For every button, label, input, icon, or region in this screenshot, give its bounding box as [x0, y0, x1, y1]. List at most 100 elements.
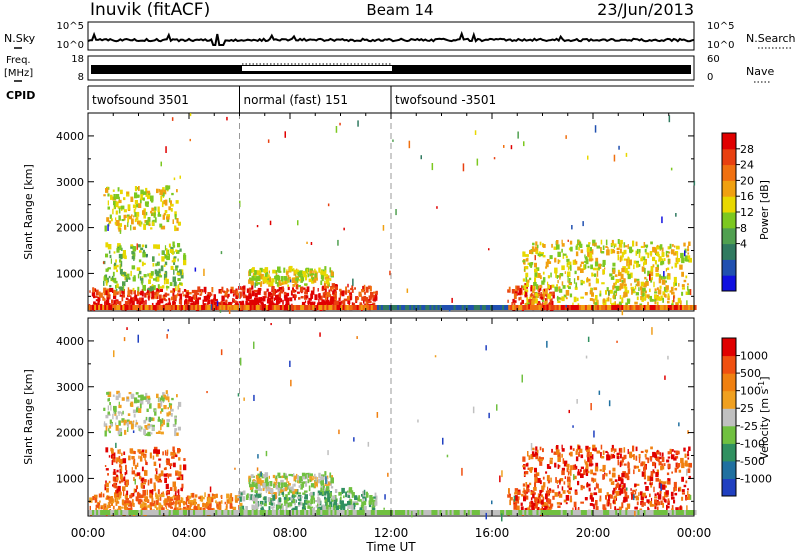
echo-cell	[556, 284, 558, 287]
echo-cell	[679, 505, 682, 510]
echo-cell	[534, 262, 537, 268]
echo-cell	[588, 457, 593, 464]
sparse-echo	[546, 340, 548, 348]
ground-scatter-cell	[453, 510, 457, 515]
echo-cell	[119, 286, 124, 291]
ground-scatter-cell	[595, 305, 598, 310]
ground-scatter-cell	[322, 510, 325, 515]
echo-cell	[554, 492, 558, 497]
echo-cell	[322, 485, 325, 491]
echo-cell	[567, 275, 569, 282]
echo-cell	[164, 210, 168, 214]
echo-cell	[264, 472, 269, 478]
echo-cell	[157, 284, 160, 290]
echo-cell	[138, 451, 142, 454]
echo-cell	[635, 262, 639, 268]
echo-cell	[132, 492, 135, 497]
echo-cell	[522, 465, 526, 468]
echo-cell	[656, 287, 659, 291]
echo-cell	[525, 277, 528, 282]
echo-cell	[177, 500, 181, 503]
echo-cell	[257, 493, 261, 498]
echo-cell	[161, 256, 165, 262]
echo-cell	[147, 504, 150, 508]
echo-cell	[179, 476, 182, 480]
echo-cell	[172, 245, 176, 248]
echo-cell	[186, 292, 189, 295]
echo-cell	[112, 394, 115, 397]
echo-cell	[627, 473, 629, 477]
echo-cell	[325, 274, 328, 279]
echo-cell	[155, 475, 160, 482]
echo-cell	[331, 498, 335, 502]
echo-cell	[622, 266, 626, 270]
echo-cell	[654, 499, 657, 504]
ground-scatter-cell	[334, 510, 337, 515]
ground-scatter-cell	[205, 305, 208, 310]
echo-cell	[133, 488, 136, 494]
echo-cell	[177, 284, 180, 291]
echo-cell	[328, 289, 330, 294]
echo-cell	[277, 490, 280, 495]
echo-cell	[143, 506, 146, 510]
echo-cell	[142, 250, 145, 254]
echo-cell	[656, 501, 661, 506]
echo-cell	[272, 269, 276, 274]
sparse-echo	[179, 175, 181, 179]
echo-cell	[299, 502, 303, 506]
ground-scatter-cell	[193, 510, 196, 515]
echo-cell	[553, 246, 558, 250]
echo-cell	[671, 454, 675, 460]
echo-cell	[274, 482, 278, 488]
ground-scatter-cell	[657, 510, 661, 515]
echo-cell	[324, 496, 327, 500]
echo-cell	[631, 454, 633, 458]
echo-cell	[130, 450, 134, 454]
echo-cell	[191, 492, 195, 498]
ground-scatter-cell	[526, 305, 529, 310]
echo-cell	[116, 469, 119, 473]
echo-cell	[151, 207, 155, 211]
echo-cell	[548, 294, 552, 300]
ground-scatter-cell	[673, 510, 677, 515]
echo-cell	[566, 258, 570, 263]
ground-scatter-cell	[667, 305, 671, 310]
ground-scatter-cell	[609, 305, 612, 310]
ground-scatter-cell	[601, 305, 604, 310]
echo-cell	[669, 290, 672, 293]
echo-cell	[325, 299, 327, 304]
ground-scatter-cell	[479, 510, 483, 515]
echo-cell	[115, 494, 118, 497]
echo-cell	[656, 251, 660, 256]
echo-cell	[183, 253, 186, 256]
echo-cell	[155, 302, 160, 306]
echo-cell	[269, 281, 274, 286]
echo-cell	[621, 502, 624, 509]
echo-cell	[627, 263, 631, 270]
freq-tick-top: 18	[71, 54, 84, 65]
echo-cell	[164, 292, 168, 298]
velocity-colorbar-label-sup: -1	[757, 381, 766, 389]
echo-cell	[658, 277, 662, 284]
echo-cell	[314, 294, 318, 301]
echo-cell	[127, 500, 132, 507]
echo-cell	[249, 269, 252, 274]
sparse-echo	[446, 454, 449, 458]
echo-cell	[611, 444, 614, 451]
echo-cell	[123, 419, 126, 426]
echo-cell	[532, 502, 536, 507]
echo-cell	[199, 293, 202, 296]
ground-scatter-cell	[528, 510, 531, 515]
echo-cell	[127, 204, 131, 210]
echo-cell	[278, 287, 283, 292]
echo-cell	[121, 219, 125, 222]
echo-cell	[522, 260, 526, 263]
echo-cell	[268, 297, 271, 303]
echo-cell	[640, 290, 644, 296]
cpid-segment-label: twofsound 3501	[92, 93, 189, 107]
ground-scatter-cell	[130, 510, 133, 515]
echo-cell	[606, 287, 609, 292]
echo-cell	[580, 268, 584, 273]
echo-cell	[166, 451, 168, 456]
nsky-label: N.Sky	[4, 32, 36, 45]
